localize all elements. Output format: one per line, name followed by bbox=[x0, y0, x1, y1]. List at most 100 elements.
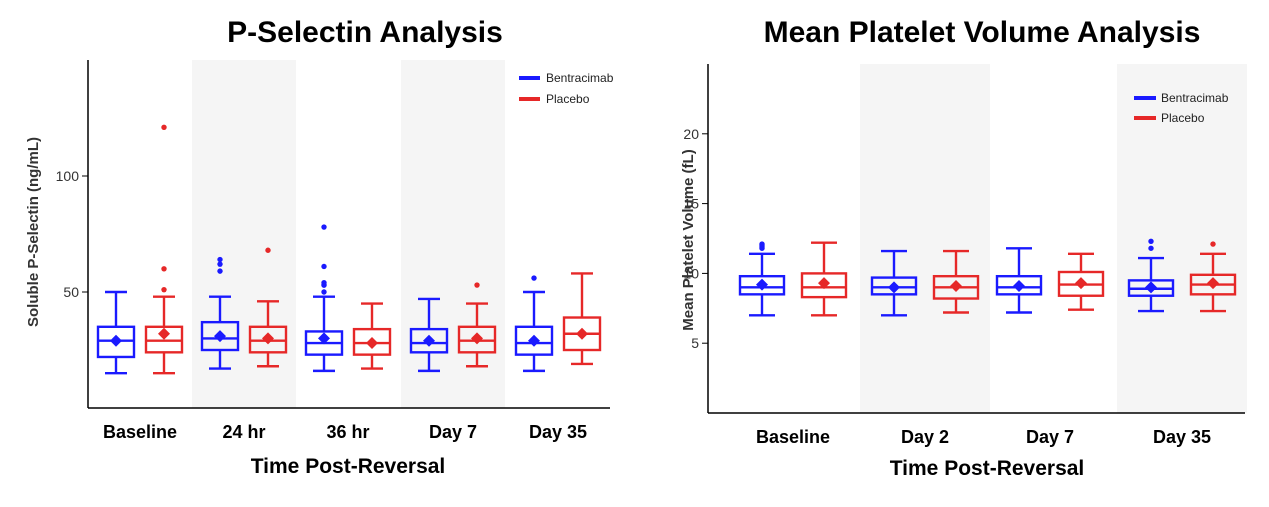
box-placebo-day-2 bbox=[932, 249, 980, 314]
x-tick-label-day-7: Day 7 bbox=[1026, 427, 1074, 447]
iqr-box bbox=[409, 327, 449, 354]
mpv-x-axis-label: Time Post-Reversal bbox=[890, 457, 1085, 480]
outlier-point bbox=[321, 289, 327, 295]
mean-marker bbox=[471, 332, 483, 345]
p-selectin-y-axis-label: Soluble P-Selectin (ng/mL) bbox=[25, 137, 42, 327]
y-tick-label-100: 100 bbox=[56, 168, 80, 184]
outlier-point bbox=[1148, 238, 1154, 244]
p-selectin-boxes bbox=[96, 124, 602, 375]
box-placebo-day-35 bbox=[1189, 241, 1237, 313]
outlier-point bbox=[217, 261, 223, 267]
outlier-point bbox=[217, 268, 223, 274]
x-tick-label-baseline: Baseline bbox=[756, 427, 830, 447]
outlier-point bbox=[217, 256, 223, 263]
legend-label-bentracimab: Bentracimab bbox=[546, 71, 614, 85]
box-bentracimab-day-35 bbox=[1127, 238, 1175, 313]
mpv-y-axis-label: Mean Platelet Volume (fL) bbox=[680, 149, 697, 330]
mean-marker bbox=[888, 281, 900, 294]
x-tick-label-day-2: Day 2 bbox=[901, 427, 949, 447]
box-placebo-day-7 bbox=[1057, 252, 1105, 311]
mean-marker bbox=[318, 332, 330, 345]
box-placebo-day-7 bbox=[457, 282, 497, 368]
box-placebo-36-hr bbox=[352, 302, 392, 370]
box-bentracimab-day-35 bbox=[514, 275, 554, 373]
p-selectin-title: P-Selectin Analysis bbox=[227, 16, 503, 49]
shaded-band-day-7 bbox=[401, 60, 505, 408]
mean-marker bbox=[818, 277, 830, 290]
outlier-point bbox=[1148, 245, 1154, 251]
box-placebo-baseline bbox=[144, 124, 184, 375]
shaded-band-day-2 bbox=[860, 64, 990, 413]
outlier-point bbox=[474, 282, 480, 288]
box-placebo-day-35 bbox=[562, 272, 602, 366]
y-tick-label-15: 15 bbox=[683, 196, 699, 212]
mean-marker bbox=[1075, 277, 1087, 290]
mean-marker bbox=[214, 330, 226, 343]
mean-marker bbox=[1207, 277, 1219, 290]
mpv-bands bbox=[860, 64, 1247, 413]
mean-platelet-volume-chart: 5 10 15 20 Baseline Day 2 Day 7 Day 35 Mean Pla… bbox=[680, 16, 1247, 480]
mean-marker bbox=[158, 327, 170, 340]
shaded-band-24-hr bbox=[192, 60, 296, 408]
p-selectin-bands bbox=[192, 60, 505, 408]
iqr-box bbox=[995, 274, 1043, 296]
mean-marker bbox=[576, 327, 588, 340]
x-tick-label-36-hr: 36 hr bbox=[326, 422, 369, 442]
box-placebo-24-hr bbox=[248, 247, 288, 368]
iqr-box bbox=[514, 325, 554, 356]
iqr-box bbox=[870, 276, 918, 296]
p-selectin-x-axis-label: Time Post-Reversal bbox=[251, 455, 446, 478]
box-bentracimab-day-7 bbox=[995, 247, 1043, 314]
box-bentracimab-baseline bbox=[738, 241, 786, 317]
box-placebo-baseline bbox=[800, 241, 848, 317]
mpv-title: Mean Platelet Volume Analysis bbox=[764, 16, 1201, 49]
outlier-point bbox=[161, 286, 167, 293]
outlier-point bbox=[759, 241, 765, 247]
outlier-point bbox=[161, 124, 167, 130]
outlier-point bbox=[531, 275, 537, 281]
iqr-box bbox=[738, 274, 786, 296]
y-tick-label-20: 20 bbox=[683, 126, 699, 142]
outlier-point bbox=[1210, 241, 1216, 247]
legend-label-bentracimab: Bentracimab bbox=[1161, 91, 1229, 105]
box-bentracimab-24-hr bbox=[200, 256, 240, 370]
mean-marker bbox=[1145, 281, 1157, 294]
outlier-point bbox=[321, 263, 327, 270]
shaded-band-day-35 bbox=[1117, 64, 1247, 413]
box-bentracimab-day-7 bbox=[409, 297, 449, 373]
mpv-boxes bbox=[738, 238, 1237, 317]
outlier-point bbox=[161, 266, 167, 272]
mean-marker bbox=[110, 334, 122, 347]
x-tick-label-day-35: Day 35 bbox=[1153, 427, 1211, 447]
p-selectin-legend: Bentracimab Placebo bbox=[519, 71, 614, 106]
y-tick-label-10: 10 bbox=[683, 265, 699, 281]
x-tick-label-day-35: Day 35 bbox=[529, 422, 587, 442]
outlier-point bbox=[265, 247, 271, 253]
y-tick-label-5: 5 bbox=[691, 335, 699, 351]
outlier-point bbox=[321, 224, 327, 230]
box-bentracimab-day-2 bbox=[870, 249, 918, 317]
y-tick-label-50: 50 bbox=[63, 284, 79, 300]
outlier-point bbox=[321, 280, 327, 286]
mpv-axes: 5 10 15 20 Baseline Day 2 Day 7 Day 35 bbox=[683, 64, 1245, 447]
mean-marker bbox=[528, 334, 540, 347]
x-tick-label-day-7: Day 7 bbox=[429, 422, 477, 442]
mean-marker bbox=[366, 337, 378, 350]
legend-label-placebo: Placebo bbox=[546, 92, 590, 106]
p-selectin-chart: 50 100 Baseline 24 hr 36 hr Day 7 Day 35 P-Sel… bbox=[25, 16, 614, 478]
x-tick-label-24-hr: 24 hr bbox=[222, 422, 265, 442]
legend-label-placebo: Placebo bbox=[1161, 111, 1205, 125]
x-tick-label-baseline: Baseline bbox=[103, 422, 177, 442]
mean-marker bbox=[423, 334, 435, 347]
mean-marker bbox=[950, 279, 962, 292]
iqr-box bbox=[200, 320, 240, 352]
p-selectin-axes: 50 100 Baseline 24 hr 36 hr Day 7 Day 35 bbox=[56, 60, 610, 442]
iqr-box bbox=[800, 272, 848, 299]
box-bentracimab-baseline bbox=[96, 290, 136, 375]
mean-marker bbox=[262, 332, 274, 345]
box-bentracimab-36-hr bbox=[304, 224, 344, 373]
mpv-legend: Bentracimab Placebo bbox=[1134, 91, 1229, 125]
mean-marker bbox=[1013, 279, 1025, 292]
